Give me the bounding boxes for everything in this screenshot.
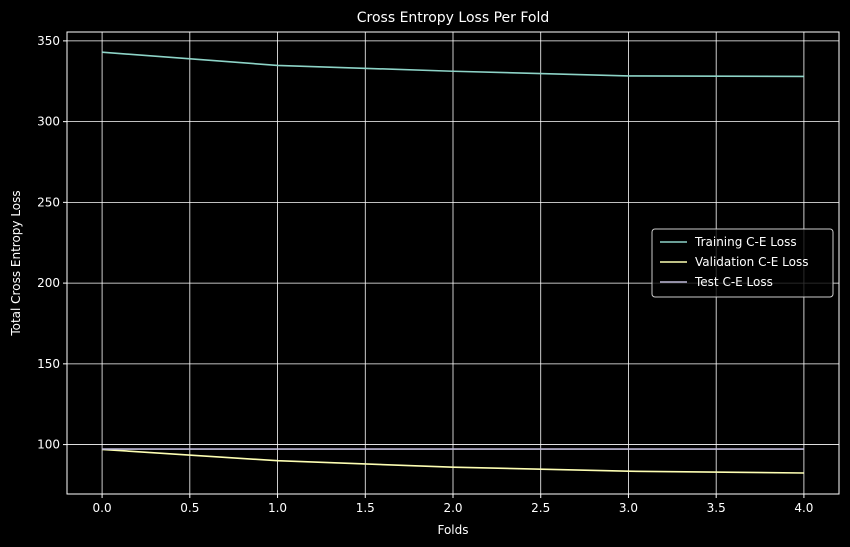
series-lines: [102, 51, 804, 474]
x-axis: 0.0 0.5 1.0 1.5 2.0 2.5 3.0 3.5 4.0: [93, 494, 813, 515]
x-tick-label: 3.0: [619, 501, 638, 515]
legend-entry: Training C-E Loss: [694, 235, 797, 249]
x-tick-label: 1.0: [268, 501, 287, 515]
chart-title: Cross Entropy Loss Per Fold: [357, 10, 550, 26]
x-tick-label: 0.5: [180, 501, 199, 515]
y-tick-label: 150: [37, 357, 60, 371]
y-tick-label: 250: [37, 195, 60, 209]
x-tick-label: 0.0: [93, 501, 112, 515]
y-tick-label: 300: [37, 115, 60, 129]
legend-box: [651, 228, 834, 298]
legend-entry: Validation C-E Loss: [695, 255, 809, 269]
x-tick-label: 4.0: [794, 501, 813, 515]
y-tick-label: 200: [37, 276, 60, 290]
x-tick-label: 2.5: [531, 501, 550, 515]
series-line-0: [102, 51, 804, 78]
x-tick-label: 3.5: [707, 501, 726, 515]
y-axis-label: Total Cross Entropy Loss: [9, 190, 23, 336]
series-line-1: [102, 448, 804, 474]
y-tick-label: 100: [37, 438, 60, 452]
y-axis: 100 150 200 250 300 350: [37, 34, 67, 452]
x-tick-label: 2.0: [443, 501, 462, 515]
legend: Training C-E Loss Validation C-E Loss Test…: [651, 228, 834, 298]
grid: [67, 32, 839, 494]
y-tick-label: 350: [37, 34, 60, 48]
x-tick-label: 1.5: [356, 501, 375, 515]
x-axis-label: Folds: [437, 523, 468, 537]
legend-entry: Test C-E Loss: [694, 275, 773, 289]
